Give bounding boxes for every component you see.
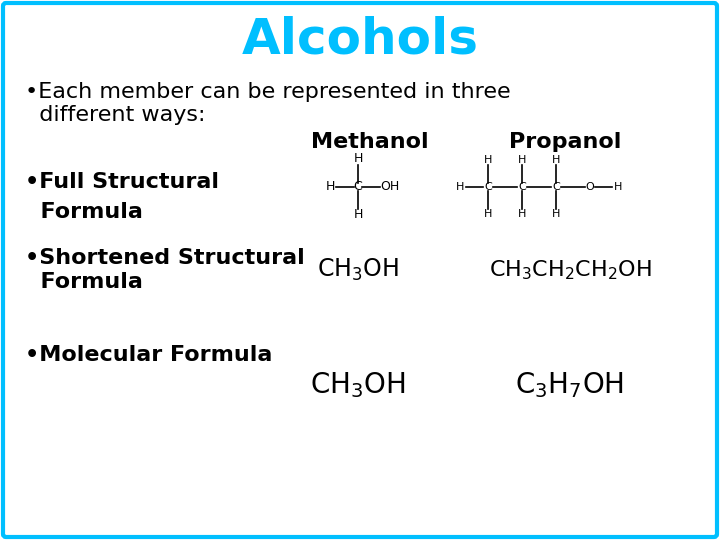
Text: •Shortened Structural: •Shortened Structural <box>25 248 305 268</box>
Text: H: H <box>518 209 526 219</box>
Text: CH$_3$OH: CH$_3$OH <box>317 257 399 283</box>
Text: C: C <box>484 182 492 192</box>
Text: H: H <box>552 209 560 219</box>
Text: OH: OH <box>380 180 400 193</box>
Text: H: H <box>354 208 363 221</box>
Text: Alcohols: Alcohols <box>241 16 479 64</box>
Text: Methanol: Methanol <box>311 132 429 152</box>
Text: C$_3$H$_7$OH: C$_3$H$_7$OH <box>516 370 624 400</box>
Text: C: C <box>354 180 362 193</box>
Text: Propanol: Propanol <box>509 132 621 152</box>
Text: H: H <box>456 182 464 192</box>
Text: O: O <box>585 182 595 192</box>
Text: H: H <box>484 155 492 165</box>
Text: H: H <box>484 209 492 219</box>
Text: CH$_3$OH: CH$_3$OH <box>310 370 406 400</box>
Text: •Molecular Formula: •Molecular Formula <box>25 345 272 365</box>
Text: H: H <box>354 152 363 165</box>
Text: C: C <box>518 182 526 192</box>
Text: H: H <box>552 155 560 165</box>
Text: H: H <box>325 180 335 193</box>
Text: H: H <box>614 182 622 192</box>
Text: C: C <box>552 182 560 192</box>
Text: •Each member can be represented in three: •Each member can be represented in three <box>25 82 510 102</box>
Text: different ways:: different ways: <box>25 105 205 125</box>
Text: Formula: Formula <box>25 202 143 222</box>
FancyBboxPatch shape <box>3 3 717 537</box>
Text: Formula: Formula <box>25 272 143 292</box>
Text: CH$_3$CH$_2$CH$_2$OH: CH$_3$CH$_2$CH$_2$OH <box>488 258 652 282</box>
Text: H: H <box>518 155 526 165</box>
Text: •Full Structural: •Full Structural <box>25 172 219 192</box>
